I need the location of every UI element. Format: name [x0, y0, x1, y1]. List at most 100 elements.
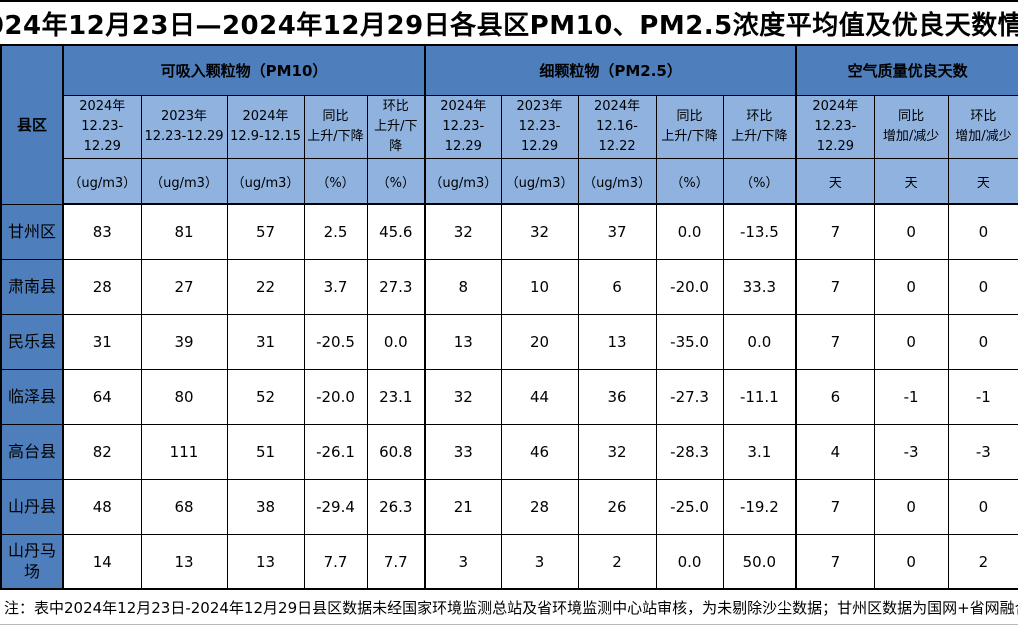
unit-header: （ug/m3） — [140, 157, 228, 206]
value-cell: 36 — [577, 368, 657, 425]
value-cell: -13.5 — [722, 203, 798, 260]
value-cell: 32 — [424, 203, 502, 260]
value-cell: 32 — [577, 423, 657, 480]
value-cell: 82 — [62, 423, 142, 480]
county-column-header: 县区 — [0, 44, 64, 205]
col-header-days-wow: 环比 增加/减少 — [947, 94, 1018, 159]
value-cell: 27 — [140, 258, 228, 315]
unit-header: （ug/m3） — [424, 157, 502, 206]
value-cell: 51 — [226, 423, 305, 480]
value-cell: -3 — [947, 423, 1018, 480]
value-cell: 31 — [62, 313, 142, 370]
value-cell: 111 — [140, 423, 228, 480]
value-cell: 3.1 — [722, 423, 798, 480]
unit-header: （%） — [722, 157, 798, 206]
value-cell: 0.0 — [655, 203, 724, 260]
value-cell: 39 — [140, 313, 228, 370]
value-cell: 7 — [795, 478, 875, 535]
county-cell: 山丹县 — [0, 478, 64, 535]
group-header-pm10: 可吸入颗粒物（PM10） — [62, 44, 427, 96]
value-cell: 7.7 — [366, 533, 427, 590]
value-cell: 46 — [500, 423, 579, 480]
value-cell: -20.0 — [303, 368, 368, 425]
table-row: 甘州区 83 81 57 2.5 45.6 32 32 37 0.0 -13.5 7 0 0 — [0, 203, 1018, 260]
value-cell: 7 — [795, 533, 875, 590]
value-cell: 8 — [424, 258, 502, 315]
value-cell: 2 — [577, 533, 657, 590]
table-row: 山丹县 48 68 38 -29.4 26.3 21 28 26 -25.0 -19.2 7 0 0 — [0, 478, 1018, 535]
unit-header-row: （ug/m3） （ug/m3） （ug/m3） （%） （%） （ug/m3） … — [1, 157, 1018, 206]
value-cell: 13 — [577, 313, 657, 370]
unit-header: （%） — [303, 157, 368, 206]
air-quality-table: 县区 可吸入颗粒物（PM10） 细颗粒物（PM2.5） 空气质量优良天数 202… — [0, 44, 1018, 591]
value-cell: 0 — [947, 203, 1018, 260]
unit-header: （%） — [655, 157, 724, 206]
col-header-pm10-yoy: 同比 上升/下降 — [303, 94, 368, 159]
value-cell: -11.1 — [722, 368, 798, 425]
value-cell: 32 — [500, 203, 579, 260]
value-cell: -19.2 — [722, 478, 798, 535]
unit-header: （ug/m3） — [226, 157, 305, 206]
value-cell: 0.0 — [366, 313, 427, 370]
value-cell: 26 — [577, 478, 657, 535]
col-header-pm25-2024: 2024年 12.23-12.29 — [424, 94, 502, 159]
value-cell: 0 — [947, 258, 1018, 315]
col-header-days-2024: 2024年 12.23-12.29 — [795, 94, 875, 159]
value-cell: 7 — [795, 313, 875, 370]
value-cell: 13 — [226, 533, 305, 590]
unit-header: （%） — [366, 157, 427, 206]
unit-header: （ug/m3） — [500, 157, 579, 206]
group-header-good-days: 空气质量优良天数 — [795, 44, 1018, 96]
value-cell: 27.3 — [366, 258, 427, 315]
value-cell: 6 — [577, 258, 657, 315]
value-cell: 14 — [62, 533, 142, 590]
value-cell: 48 — [62, 478, 142, 535]
county-cell: 临泽县 — [0, 368, 64, 425]
value-cell: 52 — [226, 368, 305, 425]
value-cell: -28.3 — [655, 423, 724, 480]
value-cell: -27.3 — [655, 368, 724, 425]
col-header-pm25-2023: 2023年 12.23-12.29 — [500, 94, 579, 159]
value-cell: 3 — [424, 533, 502, 590]
col-header-pm10-prev-week: 2024年 12.9-12.15 — [226, 94, 305, 159]
unit-header: （ug/m3） — [577, 157, 657, 206]
unit-header: （ug/m3） — [62, 157, 142, 206]
col-header-pm10-wow: 环比 上升/下降 — [366, 94, 427, 159]
value-cell: 28 — [500, 478, 579, 535]
value-cell: 37 — [577, 203, 657, 260]
value-cell: -25.0 — [655, 478, 724, 535]
value-cell: 23.1 — [366, 368, 427, 425]
value-cell: -35.0 — [655, 313, 724, 370]
footnote: 注：表中2024年12月23日-2024年12月29日县区数据未经国家环境监测总… — [4, 599, 1018, 618]
value-cell: -20.0 — [655, 258, 724, 315]
col-header-pm25-wow: 环比 上升/下降 — [722, 94, 798, 159]
value-cell: 22 — [226, 258, 305, 315]
value-cell: 13 — [424, 313, 502, 370]
value-cell: 50.0 — [722, 533, 798, 590]
value-cell: -26.1 — [303, 423, 368, 480]
value-cell: 60.8 — [366, 423, 427, 480]
value-cell: 83 — [62, 203, 142, 260]
value-cell: -1 — [947, 368, 1018, 425]
value-cell: -29.4 — [303, 478, 368, 535]
value-cell: 4 — [795, 423, 875, 480]
table-row: 民乐县 31 39 31 -20.5 0.0 13 20 13 -35.0 0.0 7 0 0 — [0, 313, 1018, 370]
value-cell: 64 — [62, 368, 142, 425]
value-cell: 20 — [500, 313, 579, 370]
page-title: 2024年12月23日—2024年12月29日各县区PM10、PM2.5浓度平均… — [0, 10, 1018, 41]
table-row: 肃南县 28 27 22 3.7 27.3 8 10 6 -20.0 33.3 7 0 0 — [0, 258, 1018, 315]
unit-header: 天 — [795, 157, 875, 206]
value-cell: 0 — [947, 478, 1018, 535]
value-cell: 38 — [226, 478, 305, 535]
value-cell: 31 — [226, 313, 305, 370]
value-cell: 3 — [500, 533, 579, 590]
county-cell: 山丹马场 — [0, 533, 64, 590]
value-cell: 0.0 — [722, 313, 798, 370]
col-header-pm25-yoy: 同比 上升/下降 — [655, 94, 724, 159]
value-cell: 26.3 — [366, 478, 427, 535]
value-cell: 3.7 — [303, 258, 368, 315]
table-row: 高台县 82 111 51 -26.1 60.8 33 46 32 -28.3 3.1 4 -3 -3 — [0, 423, 1018, 480]
value-cell: -3 — [873, 423, 949, 480]
col-header-days-yoy: 同比 增加/减少 — [873, 94, 949, 159]
